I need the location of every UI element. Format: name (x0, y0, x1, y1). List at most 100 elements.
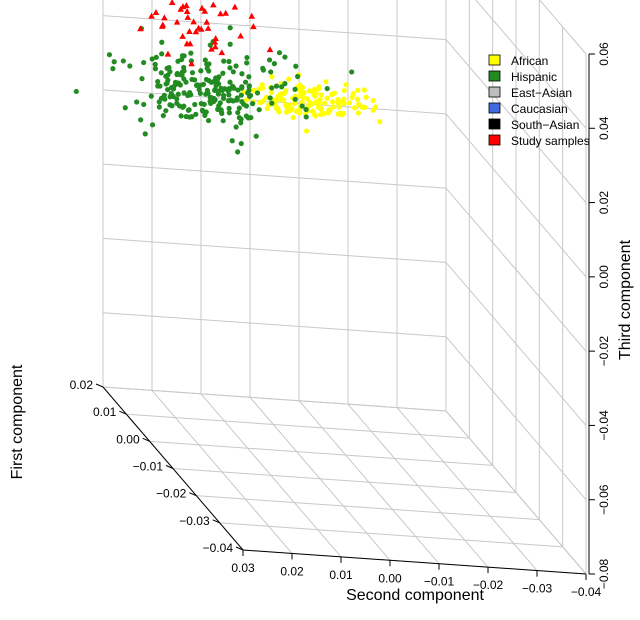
point-hispanic (179, 72, 185, 78)
point-hispanic (174, 100, 180, 106)
point-hispanic (244, 54, 250, 61)
y-tick-label: 0.00 (116, 432, 140, 446)
point-hispanic (256, 107, 262, 113)
point-hispanic (163, 81, 169, 87)
point-hispanic (213, 75, 219, 81)
point-study-samples (217, 10, 224, 17)
back-wall-grid-line (102, 15, 447, 41)
point-african (310, 108, 316, 114)
point-hispanic (198, 68, 204, 74)
point-hispanic (247, 92, 254, 99)
point-hispanic (156, 99, 162, 105)
point-african (257, 99, 263, 106)
point-hispanic (200, 108, 206, 114)
point-hispanic (282, 54, 288, 60)
point-hispanic (163, 73, 169, 79)
points-layer (73, 0, 383, 155)
point-hispanic (226, 110, 232, 116)
point-hispanic (167, 102, 173, 108)
point-hispanic (181, 64, 187, 71)
point-hispanic (246, 83, 252, 89)
point-study-samples (248, 12, 256, 19)
point-hispanic (122, 105, 128, 111)
point-hispanic (166, 64, 172, 71)
point-hispanic (175, 58, 181, 64)
point-hispanic (226, 92, 232, 98)
point-hispanic (230, 69, 236, 75)
x-tick-label: −0.01 (424, 575, 455, 589)
point-hispanic (189, 114, 195, 120)
back-wall-grid-line (102, 312, 447, 338)
point-study-samples (186, 28, 193, 34)
point-hispanic (292, 96, 298, 102)
point-african (356, 101, 362, 107)
point-african (312, 93, 318, 99)
point-hispanic (228, 97, 234, 103)
point-hispanic (149, 56, 155, 62)
x-tick-label: −0.02 (473, 578, 504, 592)
side-wall-grid-line (475, 0, 587, 129)
point-hispanic (242, 79, 249, 85)
floor-grid-line (219, 522, 563, 548)
point-hispanic (163, 108, 169, 114)
point-hispanic (202, 57, 208, 63)
point-study-samples (184, 13, 192, 20)
point-hispanic (236, 105, 242, 111)
point-hispanic (254, 90, 261, 96)
point-hispanic (239, 71, 245, 77)
legend-swatch-caucasian (488, 102, 501, 114)
point-african (354, 96, 361, 102)
point-hispanic (233, 124, 239, 130)
point-hispanic (186, 107, 192, 113)
point-hispanic (200, 81, 207, 87)
point-hispanic (269, 100, 275, 106)
point-hispanic (250, 101, 256, 107)
point-hispanic (282, 81, 288, 87)
point-hispanic (197, 90, 203, 96)
point-african (315, 104, 322, 110)
point-hispanic (159, 51, 165, 57)
point-hispanic (253, 133, 259, 139)
point-hispanic (183, 113, 189, 120)
point-hispanic (175, 91, 181, 97)
point-african (335, 96, 341, 103)
point-study-samples (237, 32, 244, 39)
point-hispanic (138, 117, 144, 123)
point-hispanic (189, 70, 196, 76)
point-hispanic (188, 50, 194, 56)
point-african (298, 89, 304, 95)
point-study-samples (179, 3, 187, 10)
point-hispanic (152, 66, 159, 72)
point-hispanic (178, 113, 184, 119)
x-tick-label: 0.00 (378, 571, 402, 585)
point-hispanic (174, 96, 180, 102)
z-tick-label: −0.04 (597, 410, 611, 441)
point-hispanic (148, 93, 154, 99)
point-hispanic (181, 53, 187, 59)
point-hispanic (155, 83, 161, 89)
y-tick-mark (165, 465, 174, 469)
point-african (329, 91, 335, 97)
point-study-samples (208, 45, 215, 52)
point-african (355, 110, 361, 116)
floor-grid-line (196, 495, 540, 521)
point-hispanic (203, 91, 209, 97)
point-african (269, 74, 275, 80)
point-hispanic (202, 112, 208, 119)
grid-layer (102, 0, 587, 575)
point-hispanic (156, 104, 162, 110)
x-axis-title: Second component (346, 587, 484, 604)
point-study-samples (168, 0, 176, 6)
point-african (286, 76, 292, 82)
point-hispanic (220, 70, 226, 76)
axis-layer: 0.03 0.02 0.01 0.00 −0.01 −0.02 −0.03 −0.04−0.0… (70, 42, 611, 599)
x-axis-line (242, 549, 587, 575)
point-hispanic (238, 92, 244, 98)
point-african (362, 104, 368, 111)
point-hispanic (219, 110, 225, 116)
x-tick-label: 0.02 (280, 564, 304, 578)
point-hispanic (165, 86, 171, 93)
y-tick-label: 0.02 (70, 378, 94, 392)
point-hispanic (171, 83, 177, 90)
point-hispanic (142, 131, 148, 137)
